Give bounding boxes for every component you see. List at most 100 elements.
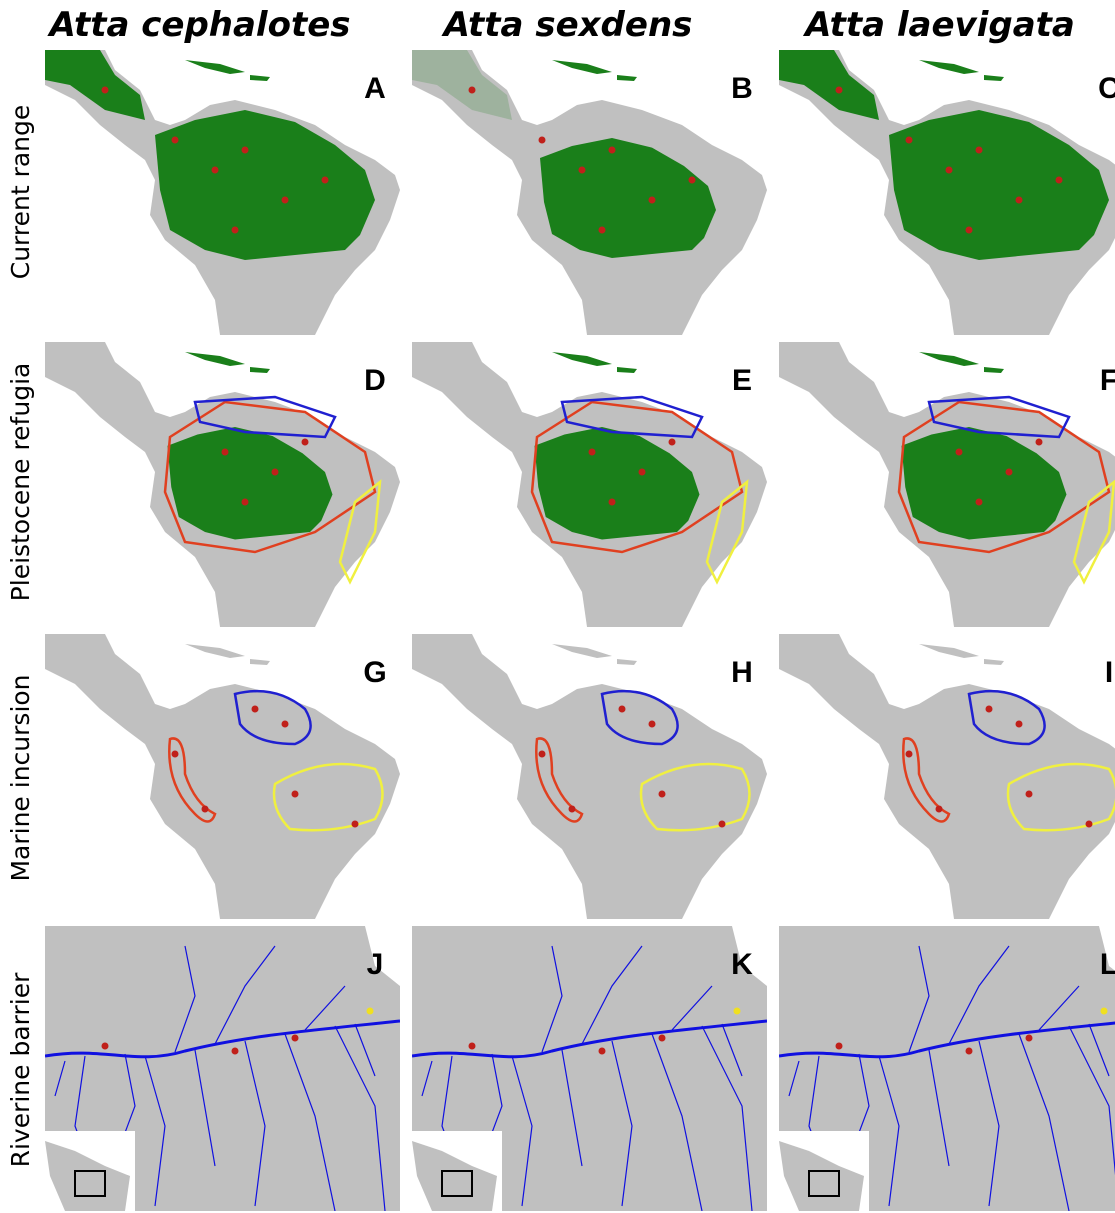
occurrence-dot: [282, 721, 289, 728]
occurrence-dot: [102, 87, 109, 94]
row-label: Marine incursion: [6, 674, 35, 881]
map: [412, 50, 767, 335]
map: [45, 634, 400, 919]
occurrence-dot: [836, 1043, 843, 1050]
panel-letter: G: [363, 656, 386, 689]
occurrence-dot: [976, 147, 983, 154]
occurrence-dot: [222, 449, 229, 456]
map-panel: I: [779, 634, 1115, 919]
islands: [185, 352, 270, 373]
islands: [919, 352, 1004, 373]
occurrence-dot: [599, 227, 606, 234]
occurrence-dot: [352, 821, 359, 828]
occurrence-dot: [599, 1048, 606, 1055]
occurrence-dot: [539, 137, 546, 144]
map: [779, 926, 1115, 1211]
occurrence-dot: [976, 499, 983, 506]
occurrence-dot: [579, 167, 586, 174]
occurrence-dot: [469, 87, 476, 94]
map-panel: B: [412, 50, 767, 335]
panel-letter: J: [367, 948, 384, 981]
panel-letter: I: [1105, 656, 1113, 689]
occurrence-dot: [659, 1035, 666, 1042]
occurrence-dot: [539, 751, 546, 758]
islands: [919, 60, 1004, 81]
occurrence-dot: [589, 449, 596, 456]
occurrence-dot: [836, 87, 843, 94]
occurrence-dot: [1026, 1035, 1033, 1042]
map-panel: E: [412, 342, 767, 627]
occurrence-dot: [292, 791, 299, 798]
islands: [552, 60, 637, 81]
occurrence-dot: [242, 147, 249, 154]
occurrence-dot: [1016, 197, 1023, 204]
occurrence-dot: [232, 227, 239, 234]
occurrence-dot: [906, 137, 913, 144]
occurrence-dot: [1101, 1008, 1108, 1015]
occurrence-dot: [322, 177, 329, 184]
map: [779, 342, 1115, 627]
islands: [552, 352, 637, 373]
map: [45, 50, 400, 335]
panel-letter: C: [1098, 72, 1115, 105]
map: [779, 634, 1115, 919]
range: [155, 110, 375, 260]
occurrence-dot: [282, 197, 289, 204]
column-title: Atta sexdens: [441, 5, 693, 45]
panel-letter: D: [364, 364, 386, 397]
occurrence-dot: [659, 791, 666, 798]
occurrence-dot: [649, 197, 656, 204]
map: [412, 342, 767, 627]
occurrence-dot: [639, 469, 646, 476]
occurrence-dot: [649, 721, 656, 728]
occurrence-dot: [1056, 177, 1063, 184]
map: [45, 342, 400, 627]
occurrence-dot: [1026, 791, 1033, 798]
occurrence-dot: [242, 499, 249, 506]
occurrence-dot: [956, 449, 963, 456]
occurrence-dot: [569, 806, 576, 813]
occurrence-dot: [986, 706, 993, 713]
occurrence-dot: [946, 167, 953, 174]
map-panel: H: [412, 634, 767, 919]
occurrence-dot: [619, 706, 626, 713]
panel-letter: A: [364, 72, 386, 105]
occurrence-dot: [172, 751, 179, 758]
column-title: Atta laevigata: [802, 5, 1075, 45]
land: [45, 634, 400, 919]
occurrence-dot: [734, 1008, 741, 1015]
occurrence-dot: [669, 439, 676, 446]
map-panel: J: [45, 926, 400, 1211]
occurrence-dot: [272, 469, 279, 476]
occurrence-dot: [609, 499, 616, 506]
map-panel: L: [779, 926, 1115, 1211]
islands: [185, 60, 270, 81]
occurrence-dot: [609, 147, 616, 154]
occurrence-dot: [936, 806, 943, 813]
map-panel: D: [45, 342, 400, 627]
occurrence-dot: [689, 177, 696, 184]
occurrence-dot: [232, 1048, 239, 1055]
occurrence-dot: [1036, 439, 1043, 446]
column-title: Atta cephalotes: [46, 5, 350, 45]
row-label: Current range: [6, 105, 35, 280]
occurrence-dot: [469, 1043, 476, 1050]
occurrence-dot: [1086, 821, 1093, 828]
occurrence-dot: [212, 167, 219, 174]
map-panel: C: [779, 50, 1115, 335]
map-panel: F: [779, 342, 1115, 627]
occurrence-dot: [1006, 469, 1013, 476]
occurrence-dot: [966, 1048, 973, 1055]
panel-letter: F: [1100, 364, 1115, 397]
occurrence-dot: [1016, 721, 1023, 728]
panel-letter: K: [731, 948, 753, 981]
occurrence-dot: [102, 1043, 109, 1050]
row-label: Pleistocene refugia: [6, 363, 35, 602]
panel-letter: B: [731, 72, 753, 105]
range: [889, 110, 1109, 260]
land: [779, 634, 1115, 919]
occurrence-dot: [906, 751, 913, 758]
occurrence-dot: [172, 137, 179, 144]
map: [412, 634, 767, 919]
occurrence-dot: [719, 821, 726, 828]
